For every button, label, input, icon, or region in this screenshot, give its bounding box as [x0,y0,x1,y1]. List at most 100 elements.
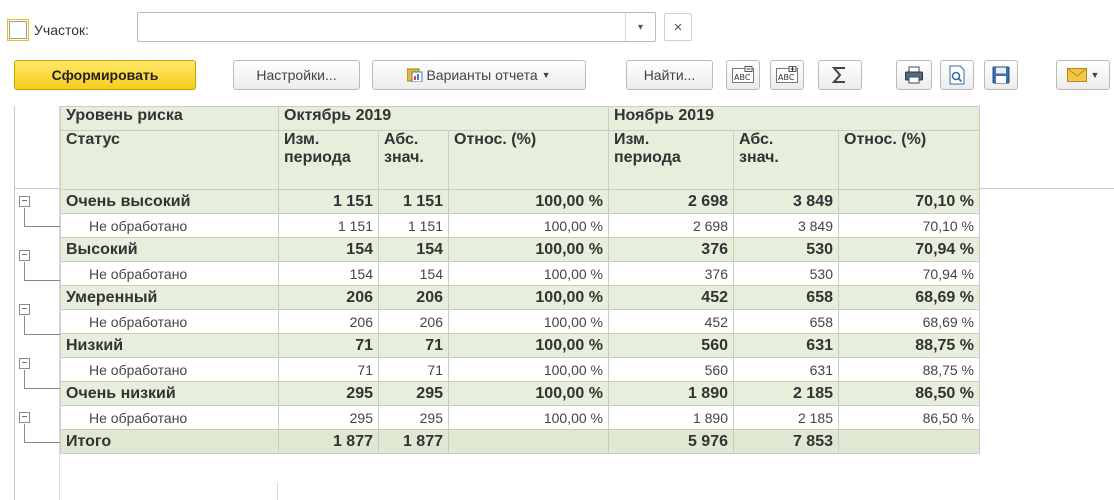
cell-value: 3 849 [733,189,839,214]
cell-value: 1 151 [378,189,449,214]
collapse-icon[interactable]: − [19,304,30,315]
tree-node-2[interactable]: − [16,245,60,281]
expand-groups-icon[interactable]: ABC [770,60,804,90]
detail-row[interactable]: Не обработано 154 154 100,00 % 376 530 7… [60,261,980,286]
total-label: Итого [60,429,279,454]
total-row[interactable]: Итого 1 877 1 877 5 976 7 853 [60,429,980,454]
cell-value: 530 [733,237,839,262]
caret-down-icon: ▼ [1090,70,1100,80]
cell-value: 295 [378,381,449,406]
group-row[interactable]: Очень высокий 1 151 1 151 100,00 % 2 698… [60,189,980,214]
collapse-icon[interactable]: − [19,412,30,423]
tree-line [24,262,25,280]
tree-line [24,226,60,227]
cell-value: 71 [278,357,379,382]
cell-value: 7 853 [733,429,839,454]
preview-icon[interactable] [940,60,974,90]
cell-value: 530 [733,261,839,286]
group-row[interactable]: Высокий 154 154 100,00 % 376 530 70,94 % [60,237,980,262]
report-variants-icon [406,68,423,83]
detail-name: Не обработано [60,261,279,286]
cell-value: 2 185 [733,381,839,406]
header-risk-level: Уровень риска [60,106,279,131]
cell-value: 154 [378,261,449,286]
detail-name: Не обработано [60,213,279,238]
detail-row[interactable]: Не обработано 206 206 100,00 % 452 658 6… [60,309,980,334]
tree-node-5[interactable]: − [16,407,60,443]
cell-value: 560 [608,357,734,382]
cell-value [838,429,980,454]
cell-value: 376 [608,261,734,286]
collapse-icon[interactable]: − [19,358,30,369]
cell-value: 71 [278,333,379,358]
cell-value: 206 [378,285,449,310]
detail-name: Не обработано [60,309,279,334]
cell-value: 206 [278,309,379,334]
tree-node-4[interactable]: − [16,353,60,389]
cell-value: 154 [278,261,379,286]
cell-value: 560 [608,333,734,358]
cell-value: 68,69 % [838,309,980,334]
mail-icon[interactable]: ▼ [1056,60,1110,90]
tree-line [24,388,60,389]
print-icon[interactable] [896,60,932,90]
cell-value: 154 [278,237,379,262]
cell-value: 70,10 % [838,189,980,214]
generate-button[interactable]: Сформировать [14,60,196,90]
cell-value: 100,00 % [448,261,609,286]
group-row[interactable]: Очень низкий 295 295 100,00 % 1 890 2 18… [60,381,980,406]
cell-value [448,429,609,454]
cell-value: 1 151 [278,213,379,238]
cell-value: 71 [378,357,449,382]
tree-line [24,208,25,226]
tree-node-3[interactable]: − [16,299,60,335]
find-button[interactable]: Найти... [626,60,713,90]
cell-value: 376 [608,237,734,262]
detail-name: Не обработано [60,357,279,382]
cell-value: 1 151 [378,213,449,238]
cell-value: 631 [733,333,839,358]
header-status: Статус [60,130,279,190]
cell-value: 100,00 % [448,189,609,214]
tree-line [24,334,60,335]
uchastok-checkbox[interactable] [9,21,27,39]
uchastok-input[interactable] [137,12,656,42]
detail-row[interactable]: Не обработано 295 295 100,00 % 1 890 2 1… [60,405,980,430]
group-row[interactable]: Низкий 71 71 100,00 % 560 631 88,75 % [60,333,980,358]
cell-value: 2 185 [733,405,839,430]
group-row[interactable]: Умеренный 206 206 100,00 % 452 658 68,69… [60,285,980,310]
cell-value: 100,00 % [448,333,609,358]
collapse-icon[interactable]: − [19,250,30,261]
tree-node-1[interactable]: − [16,191,60,227]
detail-row[interactable]: Не обработано 71 71 100,00 % 560 631 88,… [60,357,980,382]
cell-value: 1 890 [608,405,734,430]
tree-line [24,370,25,388]
report-variants-button[interactable]: Варианты отчета ▼ [372,60,586,90]
cell-value: 100,00 % [448,285,609,310]
collapse-icon[interactable]: − [19,196,30,207]
save-icon[interactable] [984,60,1018,90]
detail-name: Не обработано [60,405,279,430]
report-table: Уровень риска Октябрь 2019 Ноябрь 2019 С… [60,106,980,454]
settings-button[interactable]: Настройки... [233,60,360,90]
group-name: Очень высокий [60,189,279,214]
cell-value: 206 [278,285,379,310]
collapse-groups-icon[interactable]: ABC [726,60,760,90]
header-abs-value: Абс. знач. [378,130,449,190]
tree-line [24,442,60,443]
sum-icon[interactable] [818,60,862,90]
cell-value: 295 [378,405,449,430]
group-name: Очень низкий [60,381,279,406]
cell-value: 100,00 % [448,309,609,334]
cell-value: 452 [608,285,734,310]
field-separator [625,13,626,41]
cell-value: 5 976 [608,429,734,454]
cell-value: 86,50 % [838,381,980,406]
report-left-border [14,106,15,500]
cell-value: 70,94 % [838,261,980,286]
header-change-period: Изм. периода [608,130,734,190]
chevron-down-icon[interactable]: ▾ [637,21,644,33]
cell-value: 1 151 [278,189,379,214]
clear-icon[interactable]: × [664,13,692,41]
detail-row[interactable]: Не обработано 1 151 1 151 100,00 % 2 698… [60,213,980,238]
